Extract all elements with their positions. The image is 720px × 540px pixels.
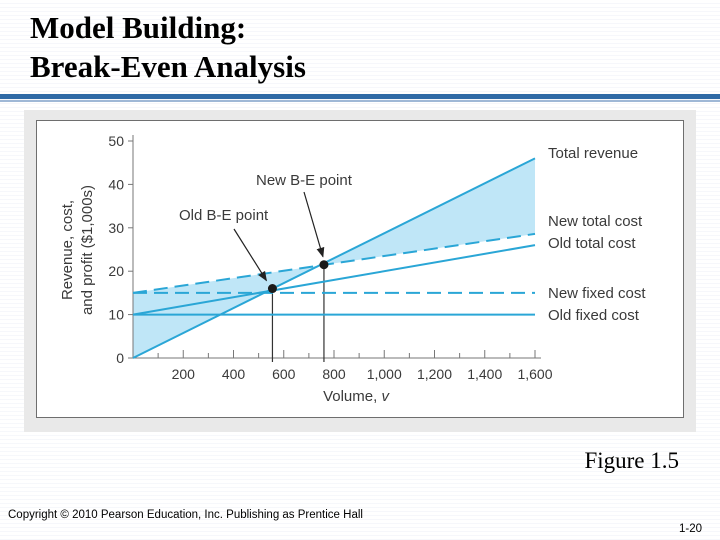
slide-title: Model Building: Break-Even Analysis bbox=[30, 8, 306, 86]
series-line bbox=[132, 232, 536, 294]
x-tick-label: 1,000 bbox=[367, 366, 402, 382]
y-tick-label: 30 bbox=[108, 220, 124, 236]
series-label: Total revenue bbox=[548, 145, 638, 162]
y-axis-label: Revenue, cost, bbox=[59, 200, 76, 300]
y-tick-label: 50 bbox=[108, 133, 124, 149]
x-tick-label: 400 bbox=[222, 366, 246, 382]
y-tick-label: 40 bbox=[108, 176, 124, 192]
x-tick-label: 1,400 bbox=[467, 366, 502, 382]
series-label: Old total cost bbox=[548, 235, 636, 252]
x-tick-label: 200 bbox=[172, 366, 196, 382]
x-tick-label: 1,200 bbox=[417, 366, 452, 382]
y-tick-label: 0 bbox=[116, 350, 124, 366]
slide-number: 1-20 bbox=[678, 523, 702, 535]
slide-title-line-1: Model Building: bbox=[30, 10, 247, 45]
x-tick-label: 800 bbox=[322, 366, 346, 382]
title-underline-thin bbox=[0, 100, 720, 102]
series-label: Old fixed cost bbox=[548, 307, 640, 324]
x-axis-label: Volume, v bbox=[323, 388, 390, 405]
annotation-label: Old B-E point bbox=[179, 207, 269, 224]
annotation-label: New B-E point bbox=[256, 172, 353, 189]
figure-caption: Figure 1.5 bbox=[584, 448, 679, 473]
series-line bbox=[132, 244, 536, 316]
chart-frame bbox=[36, 120, 684, 418]
series-label: New total cost bbox=[548, 213, 643, 230]
copyright-notice: Copyright © 2010 Pearson Education, Inc.… bbox=[8, 509, 363, 521]
slide-title-line-2: Break-Even Analysis bbox=[30, 49, 306, 84]
annotation-arrow bbox=[233, 228, 267, 282]
series-label: New fixed cost bbox=[548, 285, 646, 302]
y-tick-label: 10 bbox=[108, 307, 124, 323]
y-tick-label: 20 bbox=[108, 263, 124, 279]
break-even-point bbox=[267, 284, 277, 294]
break-even-point bbox=[319, 260, 329, 270]
y-axis-label: and profit ($1,000s) bbox=[79, 185, 96, 315]
x-tick-label: 1,600 bbox=[517, 366, 552, 382]
title-underline bbox=[0, 94, 720, 99]
annotation-arrow bbox=[303, 191, 325, 258]
x-tick-label: 600 bbox=[272, 366, 296, 382]
series-line bbox=[132, 157, 536, 359]
